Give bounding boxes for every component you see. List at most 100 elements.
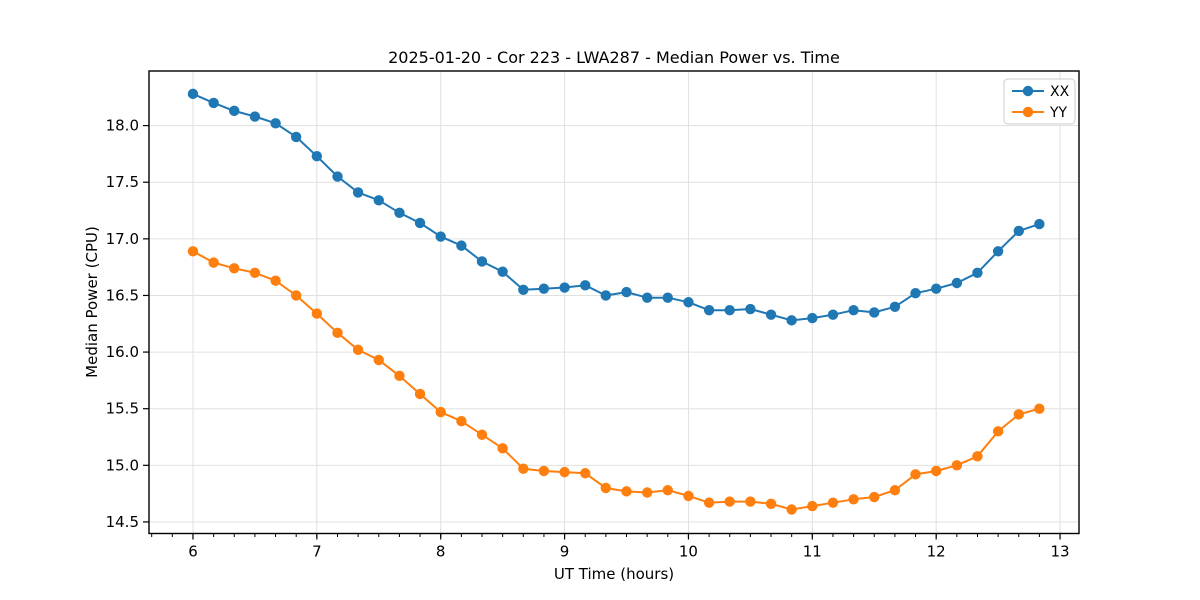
data-point-XX xyxy=(889,301,901,312)
data-point-XX xyxy=(662,292,673,303)
data-point-XX xyxy=(559,282,570,293)
data-point-XX xyxy=(641,292,653,303)
data-point-YY xyxy=(992,426,1004,437)
data-point-XX xyxy=(848,304,859,316)
data-point-YY xyxy=(476,429,488,440)
data-point-YY xyxy=(827,497,839,508)
data-point-XX xyxy=(290,131,302,143)
data-point-YY xyxy=(559,466,570,478)
data-point-XX xyxy=(187,88,199,100)
data-point-XX xyxy=(1034,218,1045,230)
data-point-YY xyxy=(290,290,302,301)
data-point-XX xyxy=(930,283,942,294)
data-point-YY xyxy=(229,263,240,274)
x-axis-label: UT Time (hours) xyxy=(554,565,674,583)
data-point-XX xyxy=(745,303,756,315)
x-tick-label: 12 xyxy=(927,543,946,561)
data-point-YY xyxy=(703,497,715,508)
data-point-YY xyxy=(1013,409,1025,420)
y-tick-label: 15.0 xyxy=(106,456,139,474)
data-point-XX xyxy=(497,266,508,277)
data-point-YY xyxy=(435,406,446,418)
data-point-YY xyxy=(848,494,859,505)
data-point-YY xyxy=(187,246,199,257)
y-tick-label: 16.0 xyxy=(106,343,139,361)
data-point-XX xyxy=(703,304,715,316)
data-point-YY xyxy=(497,443,508,454)
data-point-YY xyxy=(930,465,942,477)
data-point-YY xyxy=(765,498,777,510)
data-point-YY xyxy=(972,451,983,462)
y-tick-label: 14.5 xyxy=(106,513,139,531)
data-point-YY xyxy=(621,486,632,497)
data-point-XX xyxy=(621,286,632,298)
data-point-XX xyxy=(229,105,240,117)
y-tick-label: 17.0 xyxy=(106,230,139,248)
data-point-YY xyxy=(951,460,963,471)
data-point-XX xyxy=(208,97,219,109)
data-point-XX xyxy=(332,171,343,182)
data-point-YY xyxy=(600,482,612,494)
data-point-YY xyxy=(724,496,735,507)
data-point-YY xyxy=(352,344,364,356)
data-point-XX xyxy=(538,283,550,294)
x-tick-label: 8 xyxy=(436,543,446,561)
legend-marker-XX xyxy=(1022,85,1034,97)
data-point-XX xyxy=(765,309,777,320)
data-point-YY xyxy=(910,469,921,480)
legend-label-YY: YY xyxy=(1049,105,1068,121)
data-point-XX xyxy=(311,150,323,162)
x-tick-label: 7 xyxy=(312,543,322,561)
data-point-XX xyxy=(373,195,384,206)
data-point-XX xyxy=(724,304,735,316)
data-point-YY xyxy=(394,370,405,382)
data-point-YY xyxy=(311,308,323,319)
data-point-XX xyxy=(827,309,839,320)
y-axis-label: Median Power (CPU) xyxy=(83,226,101,378)
data-point-YY xyxy=(373,354,384,366)
gridlines xyxy=(149,71,1079,534)
data-point-XX xyxy=(476,256,488,267)
data-point-YY xyxy=(641,487,653,498)
y-tick-label: 15.5 xyxy=(106,400,139,418)
x-tick-label: 9 xyxy=(560,543,570,561)
data-point-XX xyxy=(951,277,963,289)
data-point-XX xyxy=(435,231,446,242)
chart-title: 2025-01-20 - Cor 223 - LWA287 - Median P… xyxy=(388,48,840,67)
x-tick-label: 11 xyxy=(803,543,822,561)
y-tick-label: 17.5 xyxy=(106,173,139,191)
data-point-YY xyxy=(889,485,901,496)
data-point-XX xyxy=(352,187,364,198)
data-point-YY xyxy=(270,275,281,286)
data-point-XX xyxy=(600,290,612,301)
legend-label-XX: XX xyxy=(1050,84,1070,100)
data-point-XX xyxy=(456,240,467,251)
x-tick-label: 6 xyxy=(188,543,198,561)
x-tick-label: 13 xyxy=(1051,543,1070,561)
data-point-YY xyxy=(786,504,797,515)
data-point-XX xyxy=(414,217,426,229)
data-point-XX xyxy=(972,267,983,279)
data-point-YY xyxy=(518,463,529,474)
data-point-XX xyxy=(518,284,529,295)
data-point-YY xyxy=(683,490,694,502)
data-point-YY xyxy=(662,485,673,496)
data-point-YY xyxy=(869,491,880,503)
data-point-YY xyxy=(807,500,818,512)
data-point-XX xyxy=(807,312,818,324)
data-point-YY xyxy=(456,415,467,427)
legend-marker-YY xyxy=(1022,106,1034,118)
data-point-XX xyxy=(786,315,797,326)
legend: XX YY xyxy=(1003,78,1076,125)
data-point-XX xyxy=(270,118,281,129)
axes: 6 7 8 9 10 11 12 13 14.5 15.0 15.5 16.0 16.5 17.0 17.5… xyxy=(106,70,1080,561)
series-line-XX xyxy=(192,92,1040,322)
y-tick-label: 16.5 xyxy=(106,286,139,304)
data-point-YY xyxy=(538,465,550,477)
data-series xyxy=(187,88,1045,515)
data-point-XX xyxy=(1013,225,1025,237)
data-point-YY xyxy=(249,267,261,279)
data-point-XX xyxy=(580,280,591,291)
